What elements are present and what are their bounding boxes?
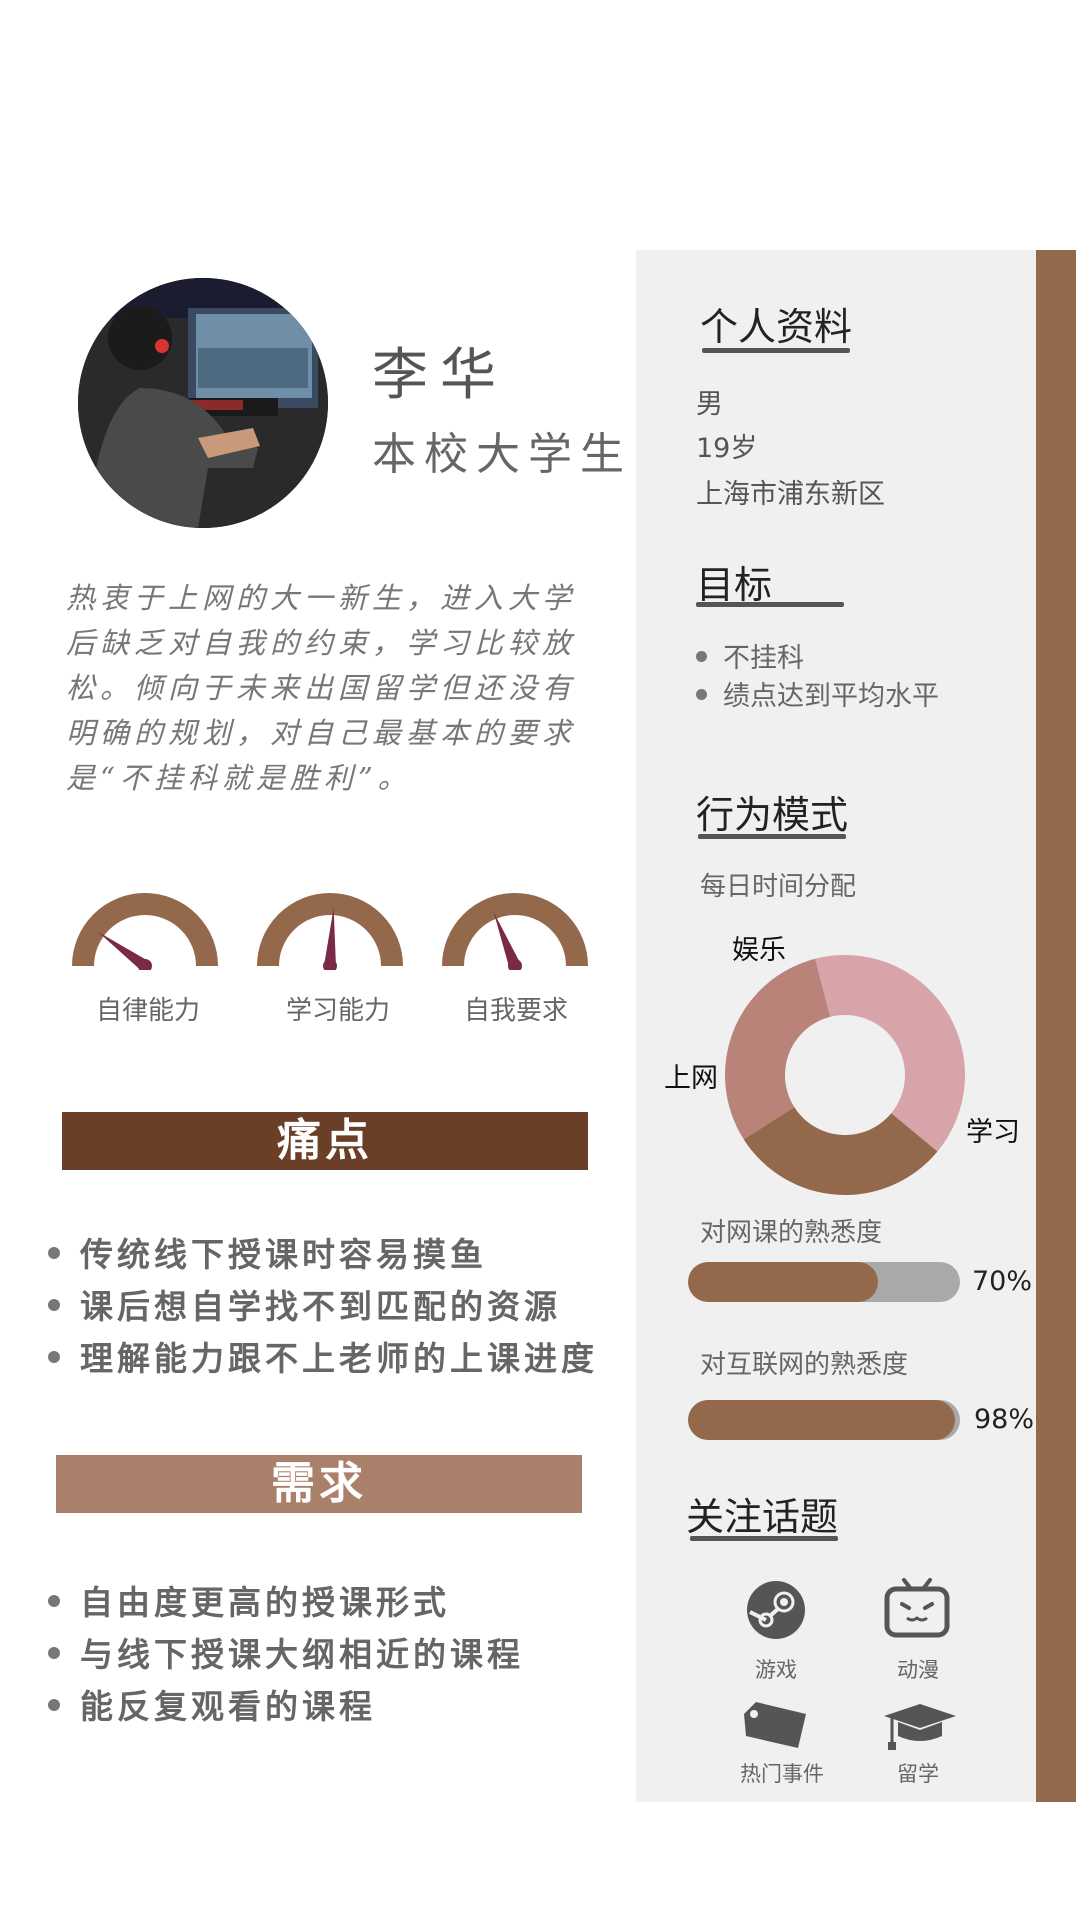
gauge-label-self-discipline: 自律能力 — [95, 996, 200, 1026]
need-item: 自由度更高的授课形式 — [48, 1576, 450, 1624]
goal-item: 不挂科 — [696, 636, 804, 675]
gauge-label-learning-ability: 学习能力 — [285, 996, 390, 1026]
right-info-panel — [636, 250, 1036, 1802]
behavior-title: 行为模式 — [696, 793, 849, 837]
internet-familiarity-label: 对互联网的熟悉度 — [700, 1350, 909, 1380]
online-course-progress-fill — [688, 1262, 879, 1302]
pain-points-banner: 痛点 — [62, 1112, 588, 1170]
gauge-arc — [72, 893, 218, 967]
gender-text: 男 — [696, 389, 723, 420]
tag-icon — [744, 1702, 806, 1748]
gauge-needle — [324, 908, 336, 967]
need-item: 与线下授课大纲相近的课程 — [48, 1628, 524, 1676]
goal-item: 绩点达到平均水平 — [696, 674, 939, 713]
internet-progress-fill — [688, 1400, 955, 1440]
gauge-needle — [98, 931, 149, 970]
time-allocation-label: 每日时间分配 — [700, 872, 857, 902]
self-requirement-gauge — [442, 893, 588, 970]
pain-point-item: 课后想自学找不到匹配的资源 — [48, 1280, 561, 1328]
topics-title: 关注话题 — [686, 1495, 839, 1539]
personal-info-title: 个人资料 — [700, 305, 853, 349]
donut-slice-0 — [815, 955, 965, 1152]
donut-label-study: 学习 — [966, 1117, 1020, 1148]
gauge-needle — [493, 912, 521, 969]
personal-info-underline — [702, 348, 850, 353]
persona-role: 本校大学生 — [372, 429, 632, 480]
bilibili-tv-icon — [884, 1578, 950, 1638]
gauge-arc — [257, 893, 403, 967]
goals-underline — [696, 602, 844, 607]
pain-point-item: 理解能力跟不上老师的上课进度 — [48, 1332, 598, 1380]
online-course-progress-bar — [688, 1262, 960, 1302]
gauge-label-self-requirement: 自我要求 — [463, 996, 568, 1026]
time-allocation-donut-chart — [725, 955, 965, 1195]
topic-label-hot-events: 热门事件 — [740, 1762, 824, 1786]
gauge-hub — [508, 959, 522, 970]
donut-slice-2 — [725, 958, 831, 1140]
age-text: 19岁 — [696, 433, 758, 464]
gauge-hub — [323, 959, 337, 970]
gauge-arc — [442, 893, 588, 967]
location-text: 上海市浦东新区 — [696, 479, 885, 510]
behavior-underline — [698, 834, 846, 839]
topics-underline — [690, 1536, 838, 1541]
donut-label-entertainment: 娱乐 — [732, 935, 786, 966]
donut-slice-1 — [743, 1107, 938, 1195]
topic-label-study-abroad: 留学 — [897, 1762, 939, 1786]
need-item: 能反复观看的课程 — [48, 1680, 376, 1728]
needs-banner: 需求 — [56, 1455, 582, 1513]
persona-bio: 热衷于上网的大一新生，进入大学后缺乏对自我的约束，学习比较放松。倾向于未来出国留… — [66, 581, 577, 795]
internet-progress-bar — [688, 1400, 960, 1440]
learning-ability-gauge — [257, 893, 403, 970]
donut-label-online: 上网 — [664, 1063, 718, 1094]
avatar-gamer-illustration — [78, 278, 328, 528]
pain-point-item: 传统线下授课时容易摸鱼 — [48, 1228, 487, 1276]
online-course-familiarity-label: 对网课的熟悉度 — [700, 1218, 883, 1248]
right-accent-strip — [1036, 250, 1076, 1802]
goals-title: 目标 — [696, 563, 773, 607]
online-course-percent: 70% — [972, 1266, 1033, 1297]
persona-name: 李华 — [372, 343, 508, 408]
graduation-cap-icon — [884, 1704, 956, 1750]
avatar — [78, 278, 328, 528]
self-discipline-gauge — [72, 893, 218, 970]
internet-percent: 98% — [974, 1404, 1035, 1435]
topic-label-anime: 动漫 — [897, 1658, 939, 1682]
gauge-hub — [138, 959, 152, 970]
topic-label-games: 游戏 — [755, 1658, 797, 1682]
steam-icon — [747, 1581, 805, 1639]
